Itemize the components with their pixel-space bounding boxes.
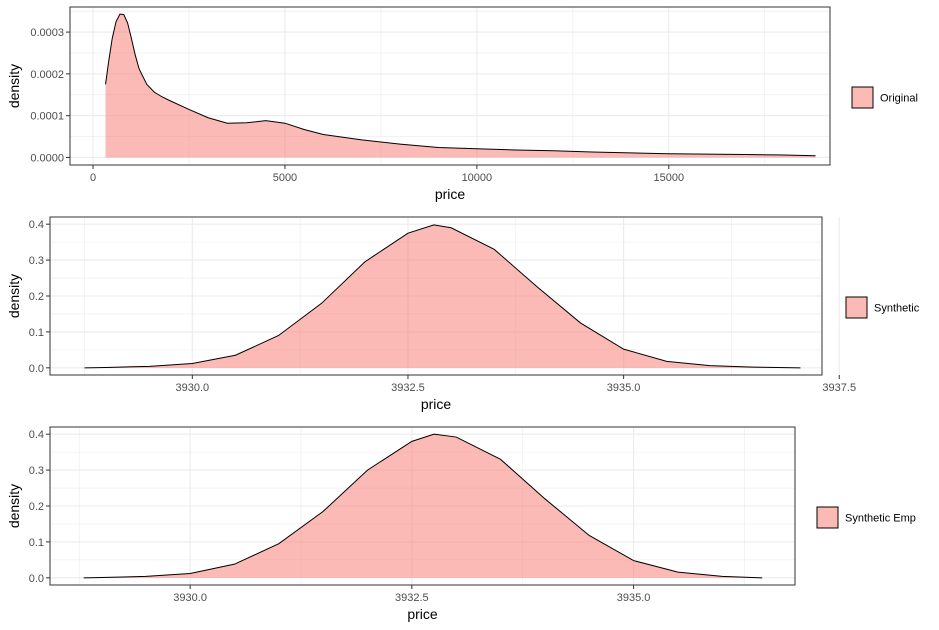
y-tick-label: 0.0002	[30, 69, 64, 81]
legend-label: Synthetic Emp	[845, 513, 916, 525]
legend: Synthetic	[845, 296, 920, 319]
x-tick-label: 0	[90, 172, 96, 184]
x-tick-label: 15000	[653, 172, 684, 184]
density-area	[105, 14, 816, 158]
density-panel-2: 3930.0 3932.5 3935.0 3937.5 0.0 0.1 0.2 0.3 0.4 p…	[6, 216, 920, 412]
legend: Original	[851, 86, 918, 109]
y-tick-label: 0.2	[29, 291, 44, 303]
y-tick-label: 0.0000	[30, 152, 64, 164]
y-tick-label: 0.3	[29, 255, 44, 267]
y-tick-label: 0.0	[29, 573, 44, 585]
panel-border	[69, 6, 831, 166]
x-tick-label: 5000	[273, 172, 297, 184]
y-tick-label: 0.2	[29, 501, 44, 513]
density-line	[105, 13, 816, 157]
x-tick-label: 3937.5	[822, 382, 856, 394]
legend-label: Original	[880, 93, 918, 105]
y-axis-title: density	[6, 274, 22, 318]
legend-key	[845, 296, 868, 319]
y-tick-label: 0.1	[29, 327, 44, 339]
x-axis-title: price	[435, 186, 466, 202]
density-area	[84, 224, 801, 368]
x-tick-label: 3932.5	[395, 592, 429, 604]
x-tick-label: 3932.5	[391, 382, 425, 394]
y-tick-label: 0.0001	[30, 111, 64, 123]
y-axis-title: density	[6, 484, 22, 528]
y-tick-label: 0.4	[29, 429, 44, 441]
density-line	[83, 433, 763, 579]
y-tick-label: 0.0003	[30, 27, 64, 39]
y-axis-title: density	[6, 64, 22, 108]
density-line	[84, 224, 801, 369]
x-tick-label: 3935.0	[617, 592, 651, 604]
y-tick-label: 0.4	[29, 219, 44, 231]
legend-key	[851, 86, 874, 109]
x-tick-label: 3930.0	[173, 592, 207, 604]
y-tick-label: 0.0	[29, 363, 44, 375]
legend-key	[816, 506, 839, 529]
x-axis-title: price	[421, 396, 452, 412]
density-panel-1: 0 5000 10000 15000 0.0000 0.0001 0.0002 0.0003 p…	[6, 6, 918, 202]
x-tick-label: 3935.0	[607, 382, 641, 394]
x-axis-title: price	[407, 606, 438, 622]
density-area	[83, 434, 763, 578]
y-tick-label: 0.3	[29, 465, 44, 477]
density-panel-3: 3930.0 3932.5 3935.0 0.0 0.1 0.2 0.3 0.4 price de…	[6, 426, 916, 622]
legend: Synthetic Emp	[816, 506, 916, 529]
x-tick-label: 3930.0	[175, 382, 209, 394]
y-tick-label: 0.1	[29, 537, 44, 549]
x-tick-label: 10000	[462, 172, 493, 184]
legend-label: Synthetic	[874, 303, 920, 315]
